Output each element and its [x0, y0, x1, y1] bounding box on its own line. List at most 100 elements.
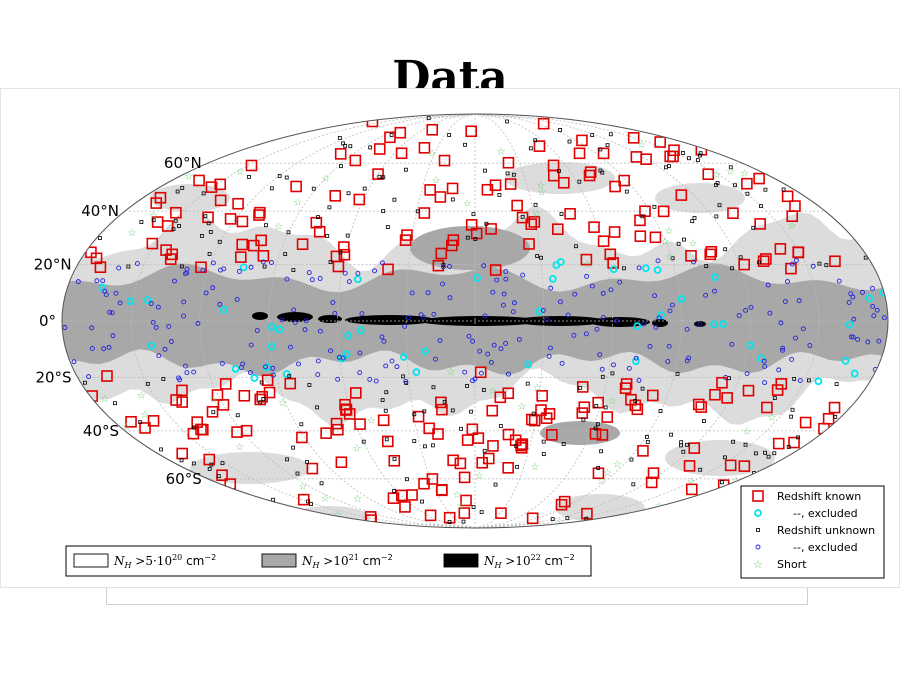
unknown-excluded-point	[503, 276, 509, 282]
redshift-unknown-point	[401, 374, 406, 379]
redshift-known-point	[465, 125, 477, 138]
longitude-line	[199, 114, 476, 528]
redshift-unknown-point	[191, 461, 196, 466]
known-excluded-point	[337, 354, 346, 363]
known-excluded-point	[632, 357, 640, 366]
redshift-known-point	[578, 401, 591, 413]
unknown-excluded-point	[666, 343, 672, 349]
unknown-excluded-point	[850, 334, 856, 340]
short-grb-point: ☆	[184, 171, 193, 182]
redshift-unknown-point	[667, 164, 671, 169]
redshift-known-point	[205, 181, 218, 193]
unknown-excluded-point	[544, 317, 550, 322]
redshift-known-point	[489, 264, 502, 276]
redshift-known-point	[232, 197, 244, 210]
redshift-known-point	[709, 388, 721, 401]
redshift-unknown-point	[384, 437, 389, 442]
redshift-unknown-point	[622, 266, 626, 271]
unknown-excluded-point	[315, 372, 321, 378]
unknown-excluded-point	[270, 365, 276, 371]
redshift-known-point	[254, 206, 266, 219]
known-excluded-point	[719, 320, 727, 328]
redshift-known-point	[454, 457, 467, 470]
unknown-excluded-point	[736, 313, 742, 319]
unknown-excluded-point	[871, 313, 877, 319]
redshift-known-point	[447, 454, 459, 467]
unknown-excluded-point	[767, 310, 773, 316]
lat-tick-label: 20°S	[35, 368, 71, 386]
redshift-known-point	[290, 180, 302, 193]
redshift-unknown-point	[717, 203, 722, 208]
redshift-unknown-point	[733, 183, 737, 188]
known-excluded-point	[126, 297, 135, 306]
redshift-known-point	[261, 374, 274, 386]
redshift-known-point	[597, 235, 610, 247]
redshift-unknown-point	[772, 396, 777, 400]
short-grb-point: ☆	[127, 228, 136, 239]
redshift-known-point	[139, 422, 151, 434]
unknown-excluded-point	[691, 259, 697, 265]
redshift-known-point	[772, 437, 785, 450]
unknown-excluded-point	[219, 360, 225, 366]
unknown-excluded-point	[284, 276, 290, 282]
redshift-known-point	[424, 509, 437, 522]
longitude-line	[474, 114, 820, 528]
redshift-unknown-point	[264, 223, 268, 228]
short-grb-point: ☆	[293, 197, 302, 208]
unknown-excluded-point	[653, 324, 659, 330]
redshift-unknown-point	[461, 519, 466, 524]
short-grb-point: ☆	[555, 517, 564, 528]
redshift-unknown-point	[577, 179, 582, 184]
redshift-known-point	[224, 213, 237, 225]
redshift-unknown-point	[679, 440, 684, 445]
unknown-excluded-point	[367, 376, 373, 382]
unknown-excluded-point	[177, 377, 183, 383]
short-grb-point: ☆	[432, 176, 441, 187]
known-excluded-point	[609, 265, 618, 274]
redshift-known-point	[436, 403, 448, 416]
redshift-unknown-point	[541, 452, 546, 457]
unknown-excluded-point	[850, 294, 856, 300]
unknown-excluded-point	[498, 346, 504, 352]
unknown-excluded-point	[270, 372, 276, 378]
unknown-excluded-point	[359, 311, 365, 317]
unknown-excluded-point	[162, 346, 168, 352]
redshift-unknown-point	[675, 371, 680, 376]
redshift-unknown-point	[757, 260, 761, 265]
redshift-unknown-point	[561, 442, 566, 446]
redshift-known-point	[738, 258, 750, 271]
unknown-excluded-point	[394, 364, 400, 370]
unknown-excluded-point	[168, 339, 174, 344]
redshift-unknown-point	[645, 439, 650, 444]
redshift-unknown-point	[404, 167, 408, 172]
redshift-known-point	[332, 423, 344, 436]
redshift-unknown-point	[412, 439, 417, 443]
unknown-excluded-point	[589, 283, 595, 289]
redshift-known-point	[373, 143, 386, 155]
unknown-excluded-point	[608, 287, 614, 293]
redshift-unknown-point	[781, 187, 786, 192]
redshift-unknown-point	[498, 424, 503, 428]
unknown-excluded-point	[166, 323, 172, 329]
unknown-excluded-point	[248, 264, 254, 270]
short-grb-point: ☆	[787, 220, 796, 231]
redshift-unknown-point	[463, 142, 467, 147]
redshift-known-point	[775, 378, 788, 390]
redshift-unknown-point	[139, 220, 144, 224]
redshift-known-point	[536, 390, 548, 402]
legend-label: Redshift unknown	[777, 524, 875, 537]
redshift-known-point	[618, 174, 630, 187]
unknown-excluded-point	[181, 313, 186, 319]
longitude-line	[474, 114, 682, 528]
short-grb-point: ☆	[712, 170, 721, 181]
redshift-unknown-point	[669, 432, 673, 437]
unknown-excluded-point	[470, 338, 476, 344]
redshift-known-point	[724, 459, 737, 472]
redshift-known-point	[443, 511, 456, 524]
redshift-unknown-point	[384, 390, 389, 395]
redshift-unknown-point	[216, 474, 221, 479]
redshift-known-point	[668, 144, 680, 157]
redshift-known-point	[705, 245, 718, 258]
redshift-known-point	[526, 512, 539, 525]
redshift-unknown-point	[161, 377, 166, 381]
